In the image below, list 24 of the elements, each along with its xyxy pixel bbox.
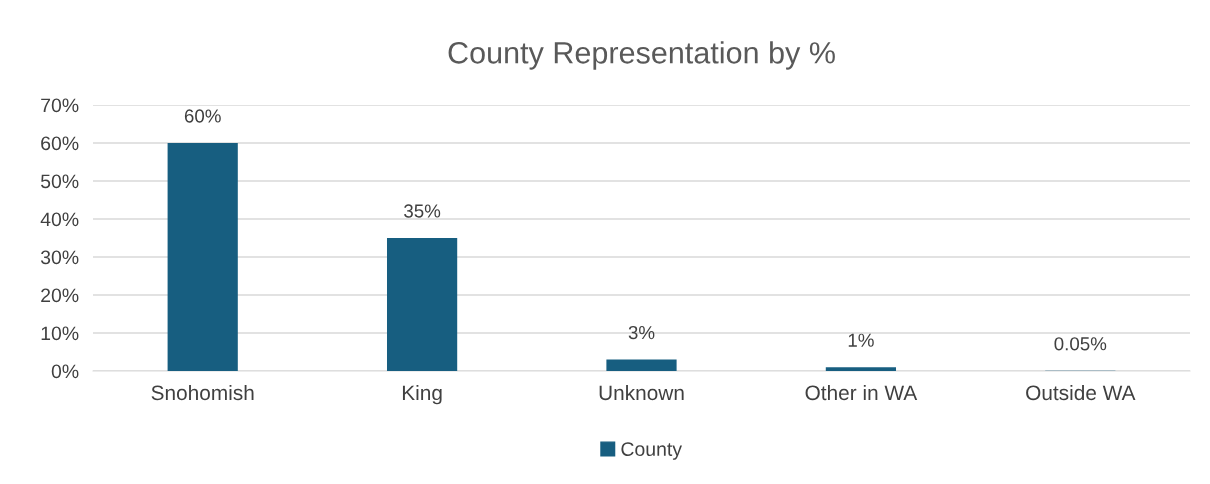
y-tick-label: 0% (51, 364, 79, 379)
y-tick-label: 60% (41, 136, 79, 151)
x-tick-label: Snohomish (151, 384, 254, 401)
bar (387, 238, 458, 371)
y-tick-label: 50% (40, 174, 79, 189)
y-tick-label: 10% (41, 326, 79, 341)
y-tick-label: 70% (41, 98, 79, 113)
bar (167, 143, 238, 371)
y-tick-label: 30% (40, 250, 79, 265)
data-label: 60% (184, 109, 221, 123)
chart-title: County Representation by % (448, 41, 835, 70)
data-label: 3% (628, 325, 655, 340)
x-tick-label: Outside WA (1026, 384, 1136, 401)
data-label: 0.05% (1054, 337, 1107, 351)
legend-label: County (621, 442, 682, 460)
x-tick-label: King (402, 384, 442, 405)
data-label: 35% (404, 204, 441, 218)
y-tick-label: 20% (41, 288, 79, 303)
x-tick-label: Unknown (599, 384, 684, 401)
data-label: 1% (848, 333, 874, 347)
x-tick-label: Other in WA (805, 384, 918, 401)
bar (825, 367, 896, 371)
y-tick-label: 40% (40, 212, 79, 227)
bar (606, 359, 677, 371)
